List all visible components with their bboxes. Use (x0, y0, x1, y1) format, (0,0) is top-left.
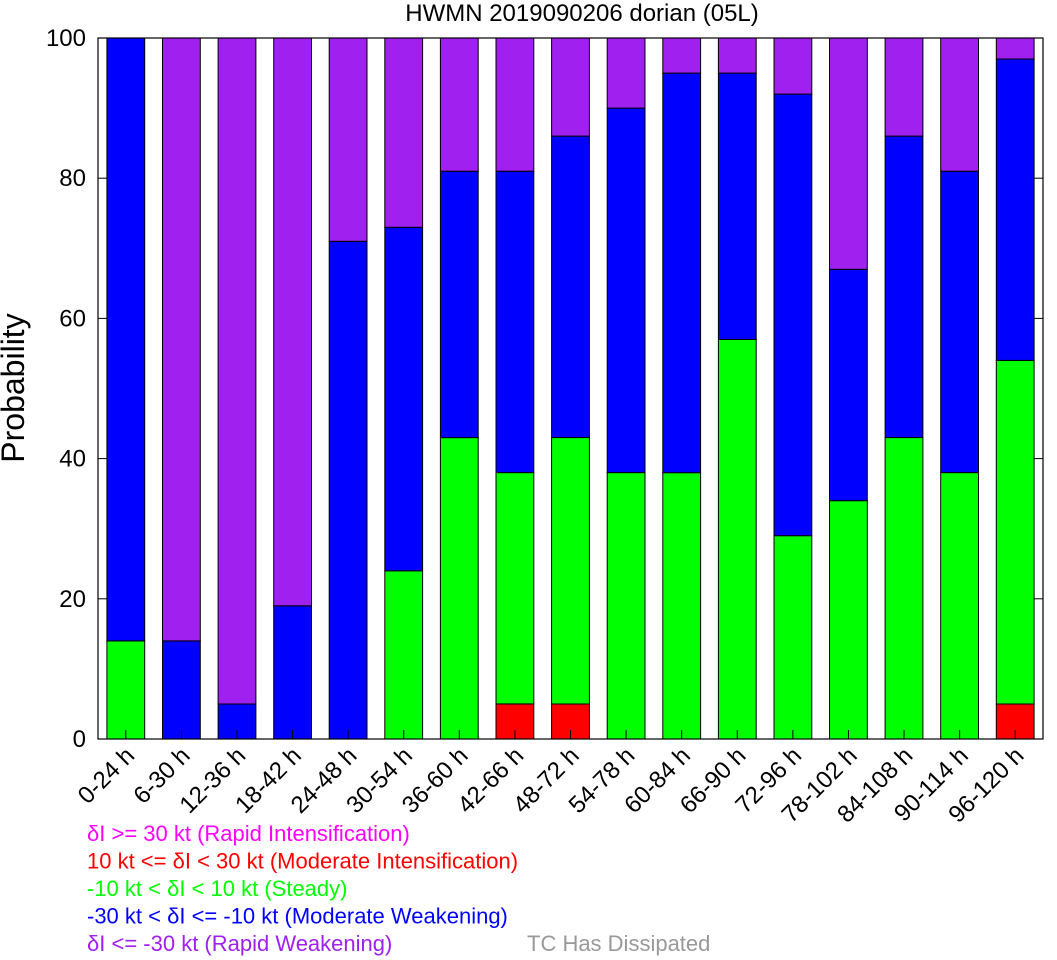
y-tick-label-0: 0 (73, 726, 86, 753)
bar-segment-14-series-3 (829, 268, 868, 502)
legend-entry-1: δI >= 30 kt (Rapid Intensification) (87, 821, 410, 846)
legend-entry-3: -10 kt < δI < 10 kt (Steady) (87, 876, 347, 901)
bar-segment-12-series-3 (717, 72, 757, 340)
bar-segment-4-series-3 (273, 605, 313, 740)
bar-segment-6-series-4 (384, 37, 424, 228)
bar-segment-8-series-3 (495, 170, 535, 474)
legend-entry-2: 10 kt <= δI < 30 kt (Moderate Intensific… (87, 849, 518, 874)
bar-segment-6-series-3 (384, 226, 424, 572)
y-tick-label-5: 100 (46, 25, 86, 52)
bar-segment-9-series-4 (551, 37, 590, 137)
legend: δI >= 30 kt (Rapid Intensification) 10 kt… (87, 821, 710, 956)
bar-segment-7-series-4 (439, 37, 479, 172)
bar-segment-11-series-4 (662, 37, 702, 74)
bar-segment-8-series-2 (495, 472, 535, 705)
y-axis-label: Probability (0, 313, 31, 462)
bar-segment-17-series-4 (995, 37, 1035, 60)
bar-segment-13-series-4 (773, 37, 813, 95)
bar-segment-15-series-2 (884, 437, 924, 740)
bar-segment-16-series-4 (940, 37, 980, 172)
bar-segment-7-series-3 (439, 170, 479, 439)
legend-dissipated: TC Has Dissipated (527, 931, 710, 956)
bar-segment-2-series-4 (162, 37, 201, 642)
bar-segment-1-series-3 (106, 37, 146, 642)
bar-segment-17-series-2 (995, 360, 1035, 705)
bar-segment-10-series-2 (606, 472, 646, 740)
bar-segment-6-series-2 (384, 570, 424, 740)
y-tick-label-4: 80 (59, 165, 86, 192)
bar-segment-13-series-3 (773, 93, 813, 537)
bar-segment-7-series-2 (439, 437, 479, 740)
bar-segment-8-series-4 (495, 37, 535, 172)
legend-entry-5: δI <= -30 kt (Rapid Weakening) (87, 931, 392, 956)
bar-segment-1-series-2 (106, 640, 146, 740)
bar-segment-15-series-4 (884, 37, 924, 137)
bar-segment-14-series-4 (829, 37, 868, 270)
bar-segment-5-series-4 (328, 37, 368, 242)
bar-segment-16-series-2 (940, 472, 980, 740)
bar-segment-3-series-4 (217, 37, 257, 705)
bar-segment-9-series-3 (551, 135, 590, 438)
bar-segment-5-series-3 (328, 240, 368, 740)
y-tick-label-2: 40 (59, 446, 86, 473)
bar-segment-15-series-3 (884, 135, 924, 438)
bar-segment-16-series-3 (940, 170, 980, 474)
y-tick-label-1: 20 (59, 586, 86, 613)
bar-segment-9-series-2 (551, 437, 590, 705)
y-tick-label-3: 60 (59, 305, 86, 332)
bar-segment-2-series-3 (162, 640, 201, 740)
legend-entry-4: -30 kt < δI <= -10 kt (Moderate Weakenin… (87, 904, 508, 929)
bar-segment-10-series-3 (606, 107, 646, 474)
bar-segment-11-series-2 (662, 472, 702, 740)
bar-segment-4-series-4 (273, 37, 313, 607)
chart-title: HWMN 2019090206 dorian (05L) (405, 0, 759, 27)
bar-segment-10-series-4 (606, 37, 646, 109)
bars-layer (106, 37, 1035, 740)
bar-segment-14-series-2 (829, 500, 868, 740)
bar-segment-13-series-2 (773, 535, 813, 740)
bar-segment-12-series-4 (717, 37, 757, 74)
bar-segment-17-series-3 (995, 58, 1035, 361)
bar-segment-11-series-3 (662, 72, 702, 474)
bar-segment-12-series-2 (717, 338, 757, 740)
